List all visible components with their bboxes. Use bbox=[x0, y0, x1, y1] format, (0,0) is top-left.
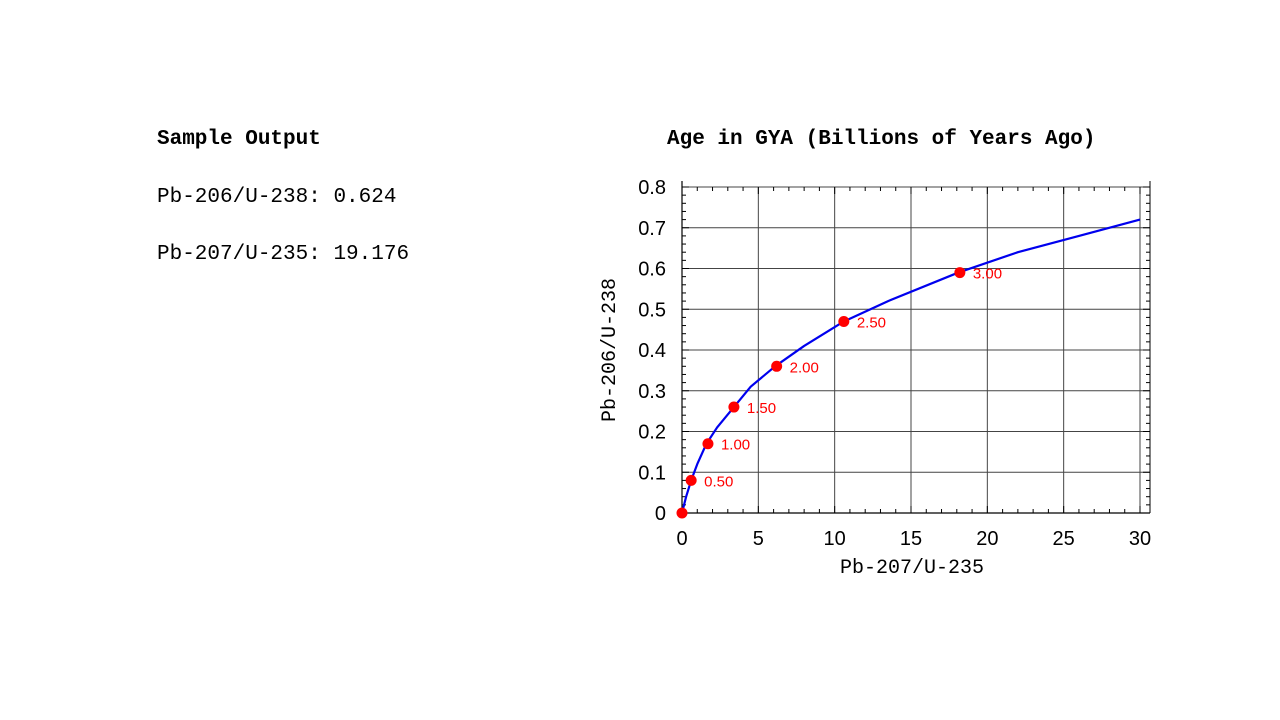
age-marker bbox=[685, 474, 697, 486]
y-tick-label: 0 bbox=[655, 503, 666, 525]
age-marker bbox=[702, 438, 714, 450]
age-marker-label: 2.50 bbox=[857, 314, 886, 331]
y-tick-label: 0.2 bbox=[638, 422, 666, 444]
x-tick-label: 5 bbox=[753, 528, 764, 550]
age-marker-label: 0.50 bbox=[704, 473, 733, 490]
x-tick-label: 0 bbox=[676, 528, 687, 550]
pb207-u235-label: Pb-207/U-235: bbox=[157, 243, 321, 266]
sample-output-heading: Sample Output bbox=[157, 128, 321, 151]
y-axis-label: Pb-206/U-238 bbox=[599, 278, 622, 422]
y-tick-label: 0.8 bbox=[638, 177, 666, 199]
pb206-u238-readout: Pb-206/U-238: 0.624 bbox=[157, 186, 396, 209]
x-tick-label: 25 bbox=[1053, 528, 1075, 550]
y-tick-label: 0.1 bbox=[638, 462, 666, 484]
pb207-u235-readout: Pb-207/U-235: 19.176 bbox=[157, 243, 409, 266]
age-marker-label: 3.00 bbox=[973, 266, 1002, 283]
age-marker bbox=[954, 267, 966, 279]
y-tick-label: 0.6 bbox=[638, 259, 666, 281]
age-marker-label: 1.00 bbox=[721, 437, 750, 454]
age-marker bbox=[728, 401, 740, 413]
x-axis-label: Pb-207/U-235 bbox=[840, 557, 984, 580]
age-marker bbox=[676, 507, 688, 519]
y-tick-label: 0.4 bbox=[638, 340, 666, 362]
pb207-u235-value: 19.176 bbox=[333, 243, 410, 266]
y-tick-label: 0.7 bbox=[638, 218, 666, 240]
age-marker-label: 1.50 bbox=[747, 400, 776, 417]
chart-title: Age in GYA (Billions of Years Ago) bbox=[667, 128, 1096, 151]
x-tick-label: 15 bbox=[900, 528, 922, 550]
pb206-u238-value: 0.624 bbox=[333, 186, 397, 209]
x-tick-label: 10 bbox=[824, 528, 846, 550]
concordia-curve bbox=[680, 218, 1141, 514]
pb206-u238-label: Pb-206/U-238: bbox=[157, 186, 321, 209]
age-marker-label: 2.00 bbox=[790, 359, 819, 376]
x-tick-label: 20 bbox=[976, 528, 998, 550]
age-marker bbox=[771, 360, 783, 372]
x-tick-label: 30 bbox=[1129, 528, 1151, 550]
y-tick-label: 0.3 bbox=[638, 381, 666, 403]
y-tick-label: 0.5 bbox=[638, 299, 666, 321]
age-marker bbox=[838, 315, 850, 327]
